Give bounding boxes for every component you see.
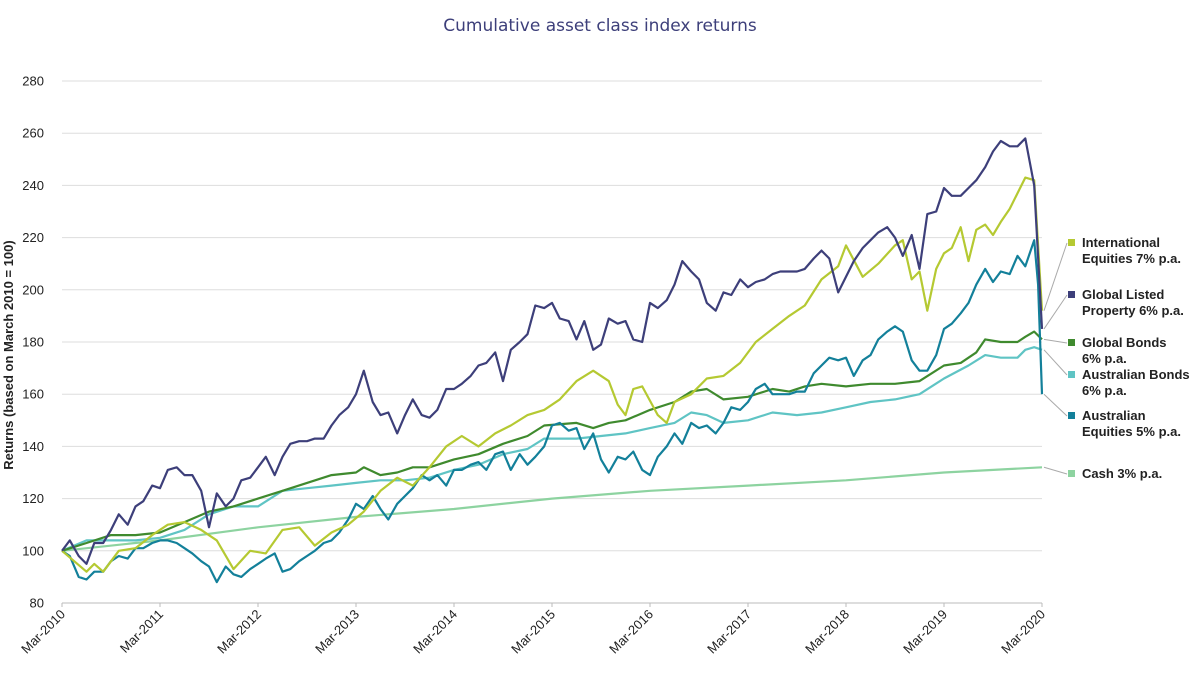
legend-leader-line <box>1043 466 1068 475</box>
y-axis-label: Returns (based on March 2010 = 100) <box>1 240 16 469</box>
legend-leader-line <box>1043 338 1068 344</box>
legend-label: 6% p.a. <box>1082 383 1127 398</box>
legend-leader-line <box>1043 294 1068 330</box>
legend-marker <box>1068 412 1075 419</box>
legend-leader-line <box>1043 349 1068 376</box>
legend-marker <box>1068 291 1075 298</box>
legend-marker <box>1068 339 1075 346</box>
x-tick-label: Mar-2013 <box>312 607 362 657</box>
legend-marker <box>1068 371 1075 378</box>
y-tick-label: 200 <box>22 282 44 297</box>
y-tick-label: 120 <box>22 491 44 506</box>
x-tick-label: Mar-2011 <box>117 607 166 656</box>
y-tick-label: 240 <box>22 178 44 193</box>
x-tick-label: Mar-2016 <box>606 607 656 657</box>
legend-leader-line <box>1043 393 1068 417</box>
y-tick-label: 280 <box>22 74 44 89</box>
legend-label: Global Bonds <box>1082 335 1167 350</box>
legend-marker <box>1068 470 1075 477</box>
y-axis: 80 100 120 140 160 180 200 220 240 260 280 <box>22 74 44 611</box>
legend-label: Equities 7% p.a. <box>1082 251 1181 266</box>
series-line <box>61 466 1043 552</box>
y-tick-label: 80 <box>30 596 44 611</box>
legend-label: Global Listed <box>1082 287 1164 302</box>
x-tick-label: Mar-2010 <box>18 607 68 657</box>
series-line <box>61 176 1044 573</box>
series-line <box>61 137 1044 565</box>
x-tick-label: Mar-2018 <box>802 607 852 657</box>
y-tick-label: 100 <box>22 543 44 558</box>
chart-title: Cumulative asset class index returns <box>443 16 757 36</box>
x-tick-label: Mar-2014 <box>410 607 460 657</box>
series-line <box>61 239 1044 584</box>
series-lines <box>61 137 1044 584</box>
legend-label: Cash 3% p.a. <box>1082 466 1162 481</box>
x-tick-label: Mar-2015 <box>508 607 558 657</box>
y-tick-label: 220 <box>22 230 44 245</box>
legend-marker <box>1068 239 1075 246</box>
x-tick-label: Mar-2020 <box>998 607 1048 657</box>
x-axis: Mar-2010 Mar-2011 Mar-2012 Mar-2013 Mar-2014… <box>18 602 1048 657</box>
legend-label: Equities 5% p.a. <box>1082 424 1181 439</box>
legend-label: 6% p.a. <box>1082 351 1127 366</box>
y-tick-label: 260 <box>22 126 44 141</box>
x-tick-label: Mar-2017 <box>704 607 754 657</box>
x-tick-label: Mar-2019 <box>900 607 950 657</box>
legend-label: Property 6% p.a. <box>1082 303 1184 318</box>
legend-label: Australian <box>1082 408 1146 423</box>
x-tick-label: Mar-2012 <box>214 607 264 657</box>
series-line <box>61 330 1043 552</box>
y-tick-label: 160 <box>22 387 44 402</box>
legend-leader-line <box>1043 242 1068 311</box>
series-line <box>61 346 1043 552</box>
legend-label: International <box>1082 235 1160 250</box>
legend-label: Australian Bonds <box>1082 367 1190 382</box>
y-tick-label: 180 <box>22 335 44 350</box>
y-tick-label: 140 <box>22 439 44 454</box>
